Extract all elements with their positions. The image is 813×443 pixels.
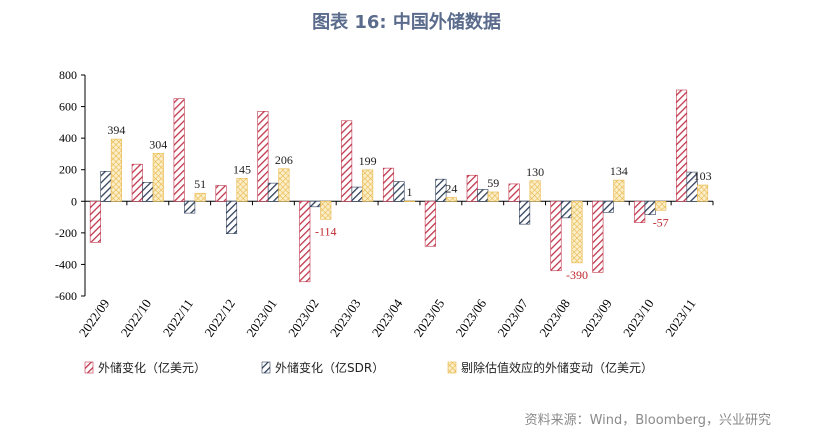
data-label: 59 xyxy=(487,176,499,190)
x-tick-label: 2023/11 xyxy=(662,296,698,339)
data-label: 206 xyxy=(275,153,293,167)
bar-series2 xyxy=(142,182,154,202)
bar-series1 xyxy=(131,163,143,202)
bar-series3 xyxy=(362,169,374,202)
bar-series3 xyxy=(655,200,667,211)
y-tick-label: 800 xyxy=(59,68,77,82)
bar-series1 xyxy=(424,200,436,247)
bar-series2 xyxy=(184,200,196,214)
bars xyxy=(89,89,709,283)
bar-series2 xyxy=(225,200,238,234)
bar-series3 xyxy=(445,197,457,202)
data-label: 1 xyxy=(407,185,413,199)
data-label: 103 xyxy=(694,169,712,183)
bar-series2 xyxy=(100,170,112,202)
x-tick-label: 2023/03 xyxy=(327,296,364,340)
bar-series3 xyxy=(110,138,122,202)
bar-series1 xyxy=(466,174,478,202)
x-tick-label: 2023/06 xyxy=(452,296,489,340)
x-tick-label: 2023/08 xyxy=(536,296,573,340)
data-label: 394 xyxy=(107,123,125,137)
bar-series2 xyxy=(560,200,573,219)
x-tick-label: 2023/09 xyxy=(578,296,615,340)
data-label: 130 xyxy=(526,165,544,179)
data-label: 134 xyxy=(610,164,628,178)
x-tick-label: 2023/01 xyxy=(243,296,280,340)
y-tick-label: 0 xyxy=(71,194,77,208)
x-tick-label: 2022/09 xyxy=(76,296,113,340)
x-axis: 2022/09 2022/10 2022/11 2022/12 2023/01 2023/… xyxy=(76,200,714,340)
bar-series2 xyxy=(267,182,279,202)
legend-swatch-series3 xyxy=(447,361,457,374)
bar-series1 xyxy=(508,183,520,202)
data-label: -114 xyxy=(315,224,337,238)
bar-series1 xyxy=(676,89,688,202)
bar-series2 xyxy=(602,200,614,213)
data-label: 304 xyxy=(149,137,167,151)
y-tick-label: -600 xyxy=(55,289,77,303)
bar-series1 xyxy=(89,200,101,243)
bar-series1 xyxy=(341,120,353,202)
x-tick-label: 2022/11 xyxy=(160,296,196,339)
data-label: 51 xyxy=(194,177,206,191)
bar-series3 xyxy=(320,200,332,220)
source-note: 资料来源：Wind，Bloomberg，兴业研究 xyxy=(524,413,771,428)
bar-series3 xyxy=(403,200,416,202)
legend-swatch-series2 xyxy=(261,361,271,374)
y-axis: 800 600 400 200 0 -200 -400 -600 xyxy=(55,68,86,303)
x-tick-label: 2023/05 xyxy=(411,296,448,340)
bar-series2 xyxy=(351,186,363,202)
x-tick-label: 2023/04 xyxy=(369,296,406,340)
x-tick-label: 2023/10 xyxy=(620,296,657,340)
legend: 外储变化（亿美元） 外储变化（亿SDR） 剔除估值效应的外储变动（亿美元） xyxy=(84,360,653,375)
bar-series2 xyxy=(435,178,447,202)
bar-series1 xyxy=(257,111,269,202)
bar-series1 xyxy=(634,200,646,223)
y-tick-label: 400 xyxy=(59,131,77,145)
bar-series1 xyxy=(299,200,311,283)
x-tick-label: 2023/07 xyxy=(494,296,531,340)
bar-series1 xyxy=(592,200,604,273)
chart-title: 图表 16: 中国外储数据 xyxy=(312,12,501,33)
x-tick-label: 2022/10 xyxy=(118,296,155,340)
data-label: 199 xyxy=(359,154,377,168)
y-tick-label: -400 xyxy=(55,257,77,271)
data-label: 145 xyxy=(233,162,251,176)
bar-series2 xyxy=(309,200,321,208)
y-tick-label: -200 xyxy=(55,226,77,240)
bar-series3 xyxy=(487,191,499,202)
legend-label: 外储变化（亿SDR） xyxy=(275,360,384,375)
bar-series1 xyxy=(173,98,185,202)
x-tick-label: 2023/02 xyxy=(285,296,322,340)
bar-series3 xyxy=(613,179,625,202)
data-label: -57 xyxy=(653,215,669,229)
data-label: -390 xyxy=(566,268,588,282)
bar-series2 xyxy=(393,181,405,202)
bar-series2 xyxy=(519,200,531,225)
bar-series1 xyxy=(382,167,395,202)
y-tick-label: 200 xyxy=(59,163,77,177)
data-label: 24 xyxy=(445,181,457,195)
bar-series2 xyxy=(477,189,489,202)
legend-label: 剔除估值效应的外储变动（亿美元） xyxy=(461,360,653,375)
bar-series3 xyxy=(529,180,541,202)
bar-series3 xyxy=(697,184,709,202)
bar-series1 xyxy=(550,200,562,272)
bar-series3 xyxy=(236,178,248,202)
bar-series2 xyxy=(644,200,656,216)
legend-label: 外储变化（亿美元） xyxy=(98,360,206,375)
bar-series3 xyxy=(278,168,290,202)
legend-swatch-series1 xyxy=(84,361,94,374)
bar-series3 xyxy=(571,200,583,264)
bar-series3 xyxy=(194,192,206,202)
y-tick-label: 600 xyxy=(59,100,77,114)
x-tick-label: 2022/12 xyxy=(201,296,238,340)
bar-series3 xyxy=(152,152,164,202)
bar-series1 xyxy=(215,185,227,202)
data-labels: 394 304 51 145 206 -114 199 1 24 59 130 -390 134 -57 1… xyxy=(107,123,711,282)
